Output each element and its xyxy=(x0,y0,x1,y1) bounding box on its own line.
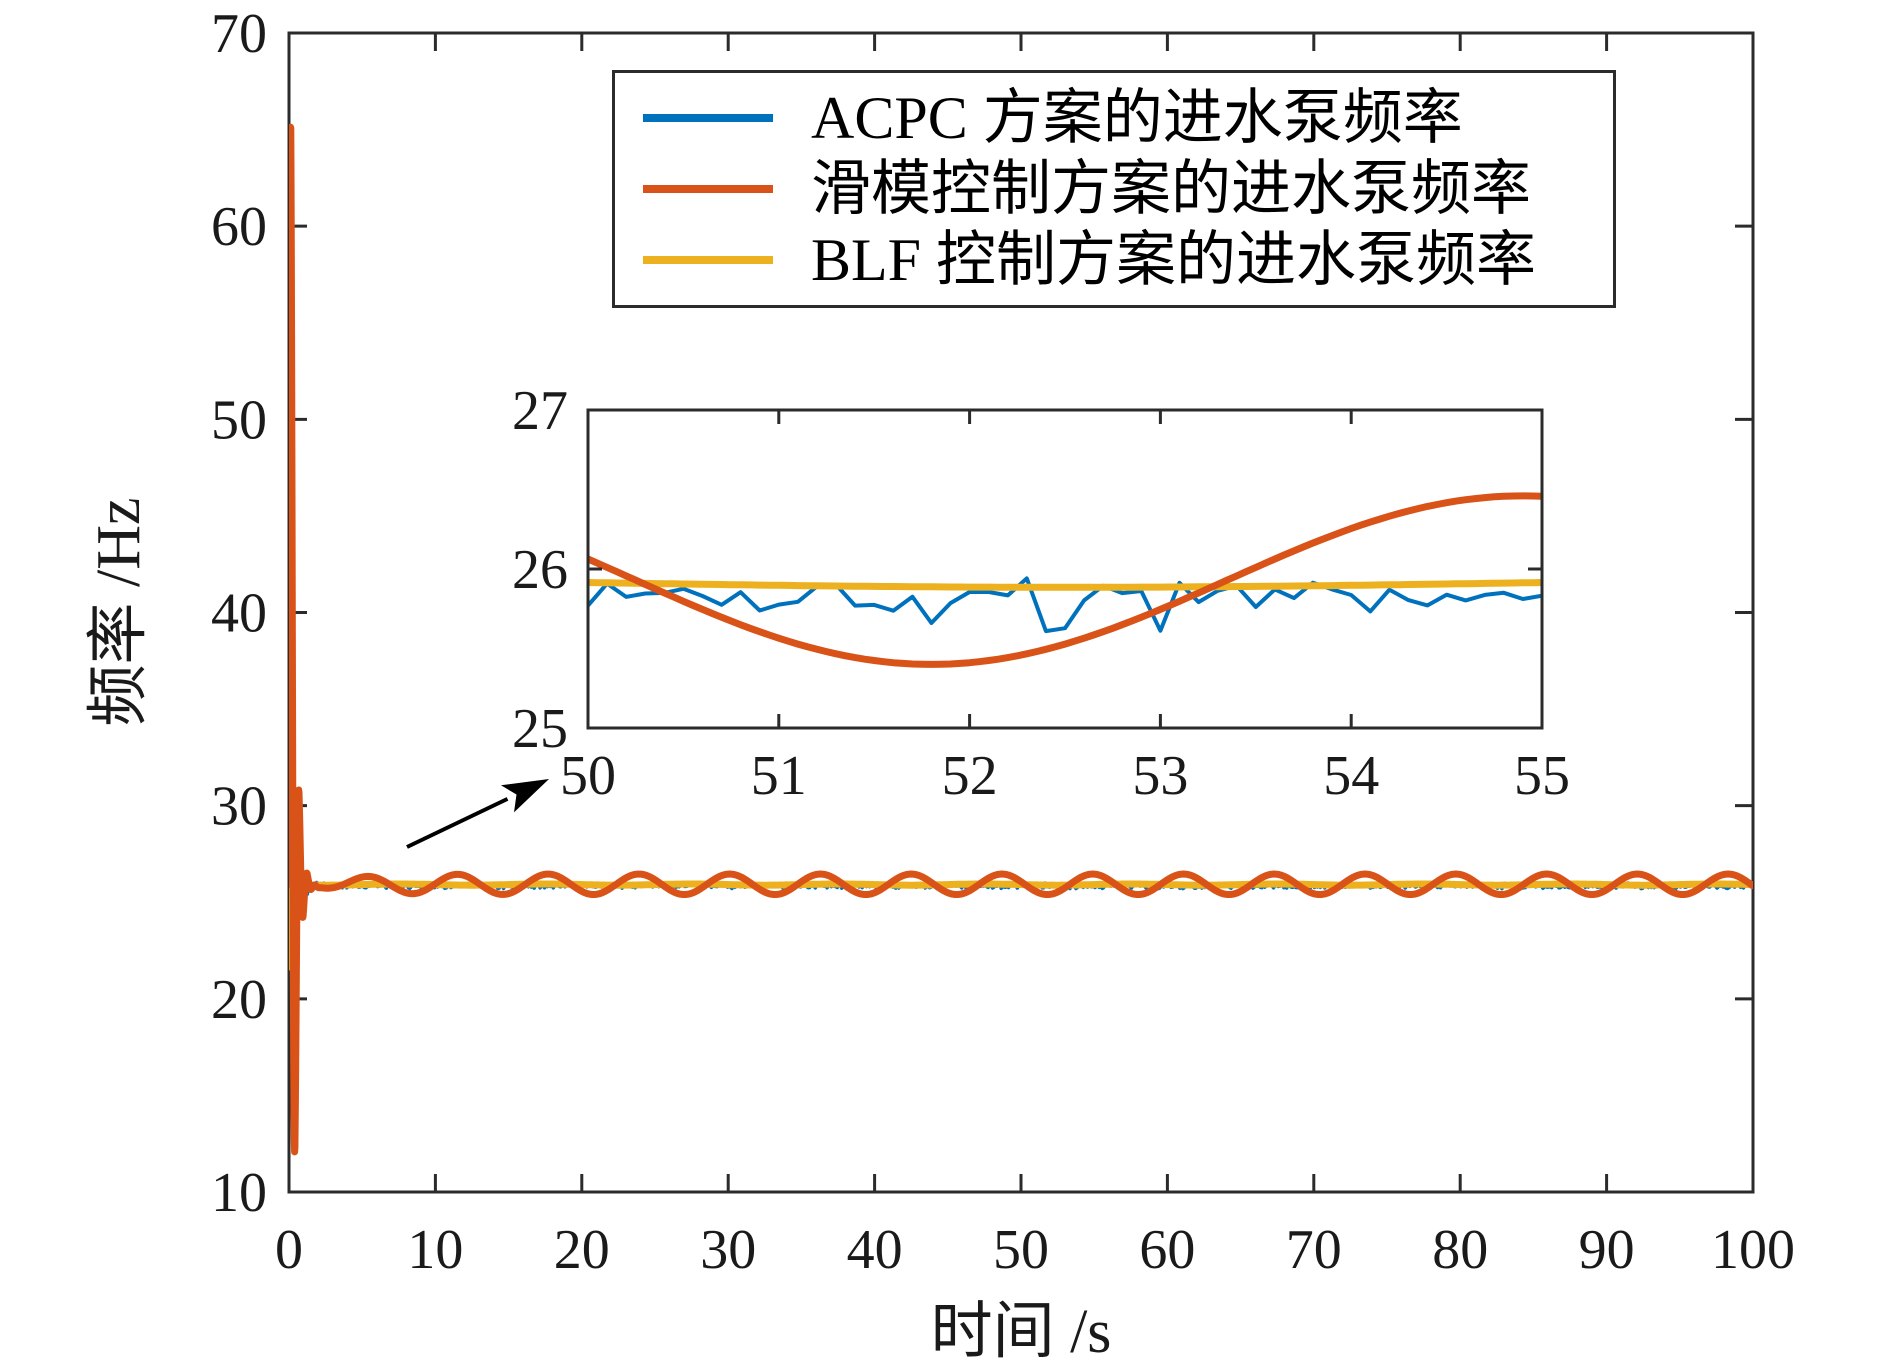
main-y-tick-label: 70 xyxy=(211,3,267,65)
inset-y-tick-label: 25 xyxy=(512,698,568,760)
legend-label-acpc: ACPC 方案的进水泵频率 xyxy=(811,85,1463,152)
main-x-tick-label: 30 xyxy=(700,1219,756,1281)
zoom-arrow-head xyxy=(501,779,549,813)
legend-item: BLF 控制方案的进水泵频率 xyxy=(629,230,1599,290)
y-axis-title: 频率 /Hz xyxy=(85,497,153,727)
main-y-tick-label: 40 xyxy=(211,583,267,645)
main-x-tick-label: 10 xyxy=(407,1219,463,1281)
series-acpc-main xyxy=(289,790,1753,944)
legend-item: ACPC 方案的进水泵频率 xyxy=(629,88,1599,148)
inset-tick-labels: 50 51 52 53 54 55 25 26 27 xyxy=(512,380,1570,807)
main-x-tick-label: 100 xyxy=(1711,1219,1795,1281)
inset-x-tick-label: 53 xyxy=(1132,745,1188,807)
main-x-tick-label: 20 xyxy=(554,1219,610,1281)
legend: ACPC 方案的进水泵频率 滑模控制方案的进水泵频率 BLF 控制方案的进水泵频… xyxy=(612,70,1616,308)
main-tick-marks xyxy=(287,31,1755,1194)
main-y-tick-label: 30 xyxy=(211,776,267,838)
series-sliding-mode-main xyxy=(289,123,1753,1156)
main-y-tick-label: 50 xyxy=(211,389,267,451)
inset-series xyxy=(588,492,1542,668)
inset-x-tick-label: 50 xyxy=(560,745,616,807)
legend-label-blf: BLF 控制方案的进水泵频率 xyxy=(811,226,1537,293)
inset-tick-marks xyxy=(586,408,1544,730)
legend-label-sliding-mode: 滑模控制方案的进水泵频率 xyxy=(811,155,1531,222)
legend-line-sample-sliding-mode xyxy=(643,184,773,193)
main-x-tick-label: 90 xyxy=(1579,1219,1635,1281)
inset-y-tick-label: 26 xyxy=(512,539,568,601)
legend-line-sample-blf xyxy=(643,255,773,264)
series-blf-inset xyxy=(588,579,1542,591)
main-x-tick-label: 0 xyxy=(275,1219,303,1281)
main-y-tick-label: 20 xyxy=(211,969,267,1031)
main-y-tick-label: 60 xyxy=(211,196,267,258)
main-x-tick-label: 80 xyxy=(1432,1219,1488,1281)
inset-x-tick-label: 51 xyxy=(751,745,807,807)
inset-x-tick-label: 55 xyxy=(1514,745,1570,807)
main-x-tick-label: 50 xyxy=(993,1219,1049,1281)
main-series xyxy=(289,123,1753,1156)
series-acpc-inset xyxy=(588,576,1542,634)
inset-x-tick-label: 54 xyxy=(1323,745,1379,807)
legend-item: 滑模控制方案的进水泵频率 xyxy=(629,159,1599,219)
main-y-tick-label: 10 xyxy=(211,1162,267,1224)
inset-y-tick-label: 27 xyxy=(512,380,568,442)
main-x-tick-label: 60 xyxy=(1139,1219,1195,1281)
inset-axes: 50 51 52 53 54 55 25 26 27 xyxy=(512,380,1570,807)
main-x-tick-label: 70 xyxy=(1286,1219,1342,1281)
main-x-tick-label: 40 xyxy=(847,1219,903,1281)
x-axis-title: 时间 /s xyxy=(930,1298,1112,1366)
zoom-arrow xyxy=(406,779,549,849)
series-sliding-mode-inset xyxy=(588,492,1542,668)
legend-line-sample-acpc xyxy=(643,114,773,123)
inset-x-tick-label: 52 xyxy=(942,745,998,807)
